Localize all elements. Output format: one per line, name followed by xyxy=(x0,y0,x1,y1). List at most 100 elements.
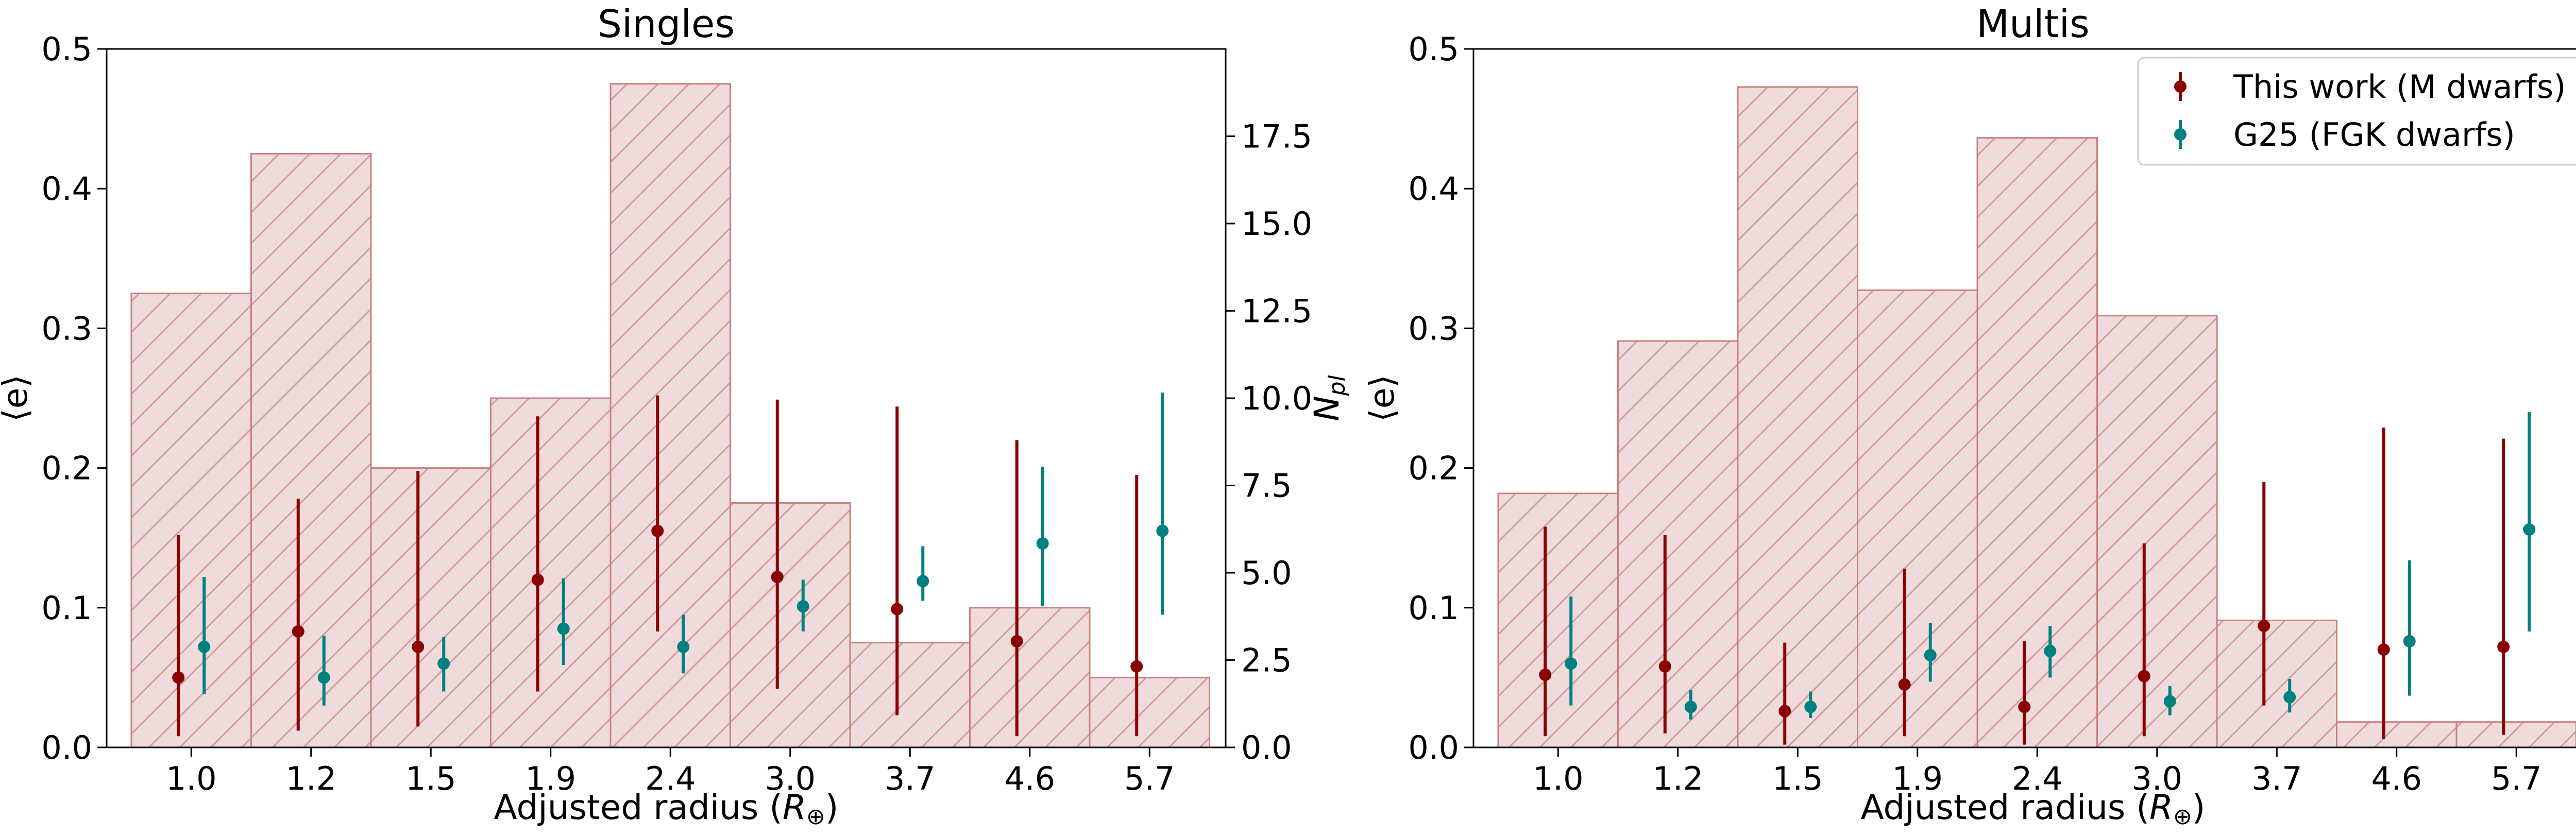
y2-tick-label: 10.0 xyxy=(1241,380,1312,417)
x-tick-label: 1.0 xyxy=(166,760,217,797)
data-point xyxy=(437,657,450,670)
data-point xyxy=(292,625,304,638)
y-tick-label: 0.3 xyxy=(41,310,92,347)
chart-title: Multis xyxy=(1976,2,2089,46)
y2-tick-label: 17.5 xyxy=(1241,118,1312,156)
legend-entry-fgk-dwarfs: G25 (FGK dwarfs) xyxy=(2174,116,2515,153)
data-point xyxy=(771,571,784,584)
chart-title: Singles xyxy=(598,2,735,46)
y-tick-label: 0.1 xyxy=(1408,589,1459,627)
data-point xyxy=(531,573,544,586)
multis-panel: Multis 0.00.10.20.30.40.5 0510152025 1.0… xyxy=(1362,2,2576,830)
x-axis-label: Adjusted radius (R⊕) xyxy=(494,788,838,830)
x-tick-label: 1.5 xyxy=(1772,760,1823,797)
data-point xyxy=(198,640,211,653)
x-tick-label: 4.6 xyxy=(2371,760,2422,797)
x-tick-label: 3.7 xyxy=(885,760,936,797)
data-point xyxy=(1565,657,1578,670)
histogram-bar-outline xyxy=(1976,137,2098,748)
data-point xyxy=(2497,640,2510,653)
x-tick-label: 3.0 xyxy=(765,760,816,797)
y-tick-label: 0.2 xyxy=(41,450,92,487)
histogram-bar-outline xyxy=(969,607,1091,748)
histogram-bar-outline xyxy=(370,467,492,748)
histogram-bar-outline xyxy=(490,397,612,748)
data-point xyxy=(2163,695,2176,708)
histogram-bar-outline xyxy=(2336,721,2458,748)
y-tick-label: 0.5 xyxy=(41,30,92,68)
x-tick-label: 1.5 xyxy=(405,760,456,797)
data-point xyxy=(1036,537,1049,550)
data-point xyxy=(1156,524,1169,537)
data-point xyxy=(796,600,809,613)
data-point xyxy=(172,671,185,684)
data-point xyxy=(2018,701,2031,713)
y2-tick-label: 2.5 xyxy=(1241,642,1292,679)
y-tick-label: 0.5 xyxy=(1408,30,1459,68)
data-point xyxy=(2283,691,2296,704)
x-tick-label: 5.7 xyxy=(2491,760,2542,797)
data-point xyxy=(1539,668,1552,681)
y-tick-label: 0.4 xyxy=(1408,170,1459,208)
data-point xyxy=(1898,678,1911,691)
data-point xyxy=(2523,523,2536,536)
data-point xyxy=(2258,620,2270,633)
legend-box xyxy=(2137,57,2576,166)
error-bars xyxy=(1539,412,2536,745)
left-y-axis: 0.0 0.1 0.2 0.3 0.4 0.5 xyxy=(1408,30,1473,766)
data-point xyxy=(412,640,425,653)
y2-tick-label: 0.0 xyxy=(1241,729,1292,766)
left-y-axis: 0.0 0.1 0.2 0.3 0.4 0.5 xyxy=(41,30,107,766)
legend-entry-m-dwarfs: This work (M dwarfs) xyxy=(2174,68,2566,106)
histogram-bar-outline xyxy=(1617,340,1739,748)
data-point xyxy=(1658,660,1671,673)
data-point xyxy=(1778,705,1791,718)
x-tick-label: 3.7 xyxy=(2251,760,2302,797)
plot-frame xyxy=(1472,48,2576,748)
legend: This work (M dwarfs) G25 (FGK dwarfs) xyxy=(2137,57,2576,166)
y2-tick-label: 5.0 xyxy=(1241,554,1292,592)
histogram-bar-outline xyxy=(849,642,971,748)
data-point xyxy=(917,575,929,588)
x-axis-label: Adjusted radius (R⊕) xyxy=(1860,788,2205,830)
x-tick-label: 1.2 xyxy=(285,760,336,797)
x-tick-label: 1.2 xyxy=(1652,760,1703,797)
histogram-bar-outline xyxy=(730,502,851,748)
data-point xyxy=(2403,635,2416,647)
y-tick-label: 0.1 xyxy=(41,589,92,627)
data-point xyxy=(1684,701,1697,713)
histogram-bars xyxy=(1497,86,2576,748)
data-point xyxy=(891,603,904,616)
x-tick-label: 2.4 xyxy=(2012,760,2063,797)
data-point xyxy=(1924,649,1937,662)
y2-tick-label: 7.5 xyxy=(1241,467,1292,505)
x-axis: 1.0 1.2 1.5 1.9 2.4 3.0 3.7 4.6 5.7 xyxy=(166,747,1175,797)
x-tick-label: 1.9 xyxy=(525,760,576,797)
data-point xyxy=(557,622,570,635)
histogram-bar-outline xyxy=(2096,315,2218,748)
y-axis-label: ⟨e⟩ xyxy=(0,374,35,422)
histogram-bar-outline xyxy=(609,83,731,748)
y-tick-label: 0.0 xyxy=(1408,729,1459,766)
legend-label: G25 (FGK dwarfs) xyxy=(2233,116,2515,153)
y2-tick-label: 15.0 xyxy=(1241,205,1312,243)
right-y-axis: 0.0 2.5 5.0 7.5 10.0 12.5 15.0 17.5 xyxy=(1226,118,1312,766)
singles-panel: Singles 0.0 0.1 0.2 0.3 0.4 0.5 0.0 2.5 5.0 7.5 1… xyxy=(0,2,1350,830)
y-axis-label: ⟨e⟩ xyxy=(1362,374,1402,422)
histogram-bars xyxy=(130,83,1210,748)
histogram-bar-outline xyxy=(1497,492,1619,748)
legend-label: This work (M dwarfs) xyxy=(2233,68,2566,106)
data-point xyxy=(677,640,690,653)
legend-marker xyxy=(2174,128,2187,141)
y-tick-label: 0.0 xyxy=(41,729,92,766)
histogram-bar-outline xyxy=(250,152,372,748)
histogram-bar-outline xyxy=(1089,676,1210,748)
data-point xyxy=(317,671,330,684)
y2-axis-label: Npl xyxy=(1307,374,1350,421)
x-tick-label: 1.9 xyxy=(1892,760,1943,797)
data-point xyxy=(1130,660,1143,673)
data-point xyxy=(2044,644,2057,657)
y2-tick-label: 12.5 xyxy=(1241,293,1312,330)
data-point xyxy=(651,524,664,537)
